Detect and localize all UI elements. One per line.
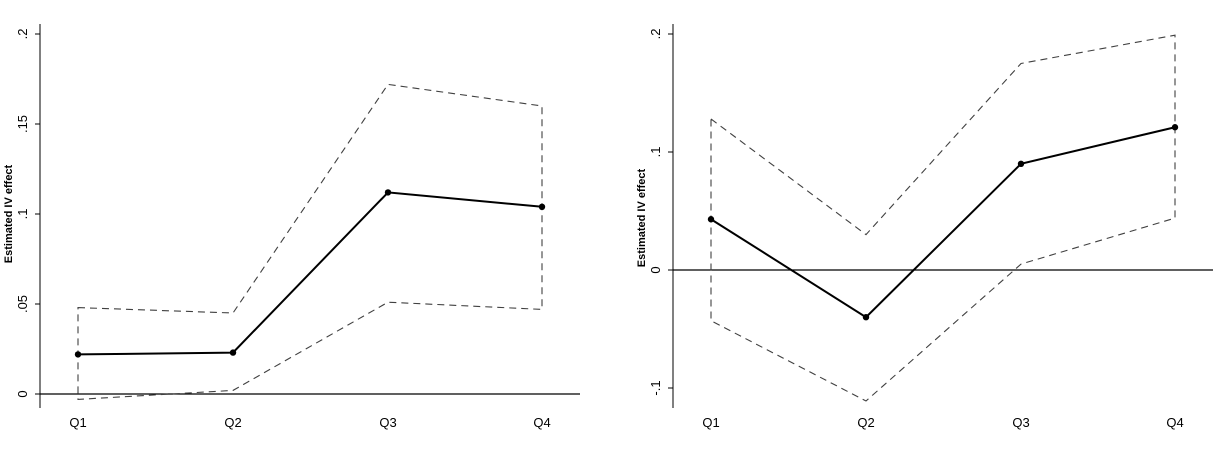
p0-estimate-line <box>77 191 543 356</box>
left-chart-panel: 0 .05 .1 .15 .2 Estimated IV effect Q1 Q2 Q3 Q4 <box>3 24 580 430</box>
p1-estimate-point-q3 <box>1017 160 1025 167</box>
p1-y-tick-label-1: 0 <box>648 266 663 273</box>
p0-y-tick-label-3: .15 <box>15 115 30 133</box>
p1-y-axis-title: Estimated IV effect <box>636 168 648 267</box>
p1-y-tick-label-2: .1 <box>648 147 663 158</box>
p0-y-tick-label-1: .05 <box>15 295 30 313</box>
p0-y-tick-label-2: .1 <box>15 209 30 220</box>
p0-x-tick-label-q2: Q2 <box>224 415 241 430</box>
p1-estimate-point-q2 <box>862 314 870 321</box>
p0-estimate-point-q2 <box>229 349 237 356</box>
p0-estimate-point-q1 <box>74 351 82 358</box>
p1-confidence-band <box>710 34 1176 402</box>
p0-x-tick-label-q3: Q3 <box>379 415 396 430</box>
p1-estimate-line <box>710 126 1176 319</box>
p0-estimate-point-q4 <box>538 203 546 210</box>
p1-x-tick-label-q4: Q4 <box>1166 415 1183 430</box>
p0-x-tick-label-q4: Q4 <box>533 415 550 430</box>
p0-y-tick-label-4: .2 <box>15 29 30 40</box>
p0-estimate-point-q3 <box>384 189 392 196</box>
p1-estimate-point-q1 <box>707 216 715 223</box>
p0-x-tick-label-q1: Q1 <box>69 415 86 430</box>
p1-x-tick-label-q1: Q1 <box>702 415 719 430</box>
p1-y-tick-label-3: .2 <box>648 29 663 40</box>
p1-x-tick-label-q2: Q2 <box>857 415 874 430</box>
p0-confidence-band <box>77 83 543 400</box>
p0-y-tick-label-0: 0 <box>15 390 30 397</box>
p1-y-tick-label-0: -.1 <box>648 380 663 395</box>
p1-x-tick-label-q3: Q3 <box>1012 415 1029 430</box>
p1-estimate-point-q4 <box>1171 124 1179 131</box>
p0-y-axis-title: Estimated IV effect <box>3 164 15 263</box>
right-chart-panel: -.1 0 .1 .2 Estimated IV effect Q1 Q2 Q3 Q4 <box>636 24 1213 430</box>
